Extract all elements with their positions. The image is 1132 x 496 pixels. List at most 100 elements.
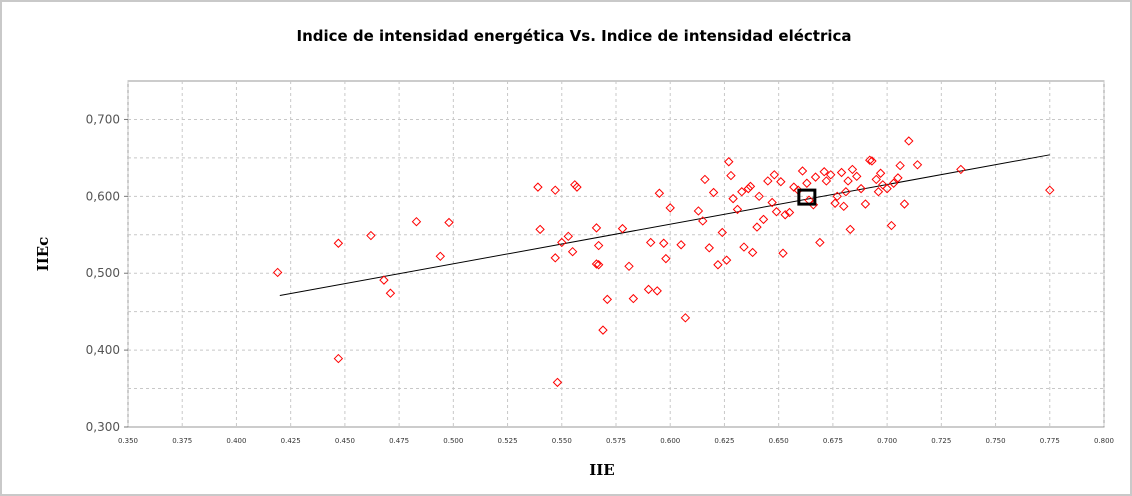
data-point <box>871 174 881 185</box>
data-point <box>379 275 389 285</box>
data-point <box>841 187 851 197</box>
x-axis-ticks: 0.350 0.375 0.400 0.425 0.450 0.475 0.500 0.525… <box>118 437 1114 445</box>
data-point <box>550 185 560 195</box>
data-point <box>752 222 762 232</box>
data-point <box>654 188 665 198</box>
data-point <box>754 191 764 202</box>
data-point <box>821 176 832 186</box>
data-point <box>572 182 582 192</box>
data-point <box>593 240 604 251</box>
data-point <box>802 178 812 188</box>
data-point <box>745 181 756 192</box>
data-point <box>659 238 669 248</box>
x-tick-label: 0.375 <box>172 437 192 445</box>
x-tick-label: 0.550 <box>552 437 572 445</box>
data-point <box>893 173 903 183</box>
data-point <box>819 167 829 177</box>
chart-title: Indice de intensidad energética Vs. Indi… <box>296 27 851 45</box>
x-tick-label: 0.475 <box>389 437 409 445</box>
x-tick-label: 0.700 <box>877 437 897 445</box>
data-point <box>873 187 884 197</box>
data-point <box>856 183 866 194</box>
data-point <box>912 160 923 170</box>
data-point <box>385 288 396 298</box>
data-point <box>763 176 773 186</box>
data-point <box>767 197 777 208</box>
x-tick-label: 0.575 <box>606 437 626 445</box>
data-point <box>552 377 563 388</box>
data-point <box>444 217 454 228</box>
x-tick-label: 0.425 <box>281 437 301 445</box>
y-tick-label: 0,300 <box>86 420 120 434</box>
data-point <box>886 220 897 231</box>
data-point <box>843 176 853 186</box>
data-point <box>550 253 560 263</box>
data-point <box>895 160 905 171</box>
data-point <box>333 353 344 364</box>
trendline-group <box>279 154 1050 297</box>
data-point <box>832 191 842 202</box>
data-point <box>602 294 613 305</box>
x-tick-label: 0.525 <box>498 437 518 445</box>
data-point <box>617 223 628 234</box>
data-point <box>865 155 875 165</box>
data-point <box>591 259 602 269</box>
data-point <box>769 170 780 180</box>
x-tick-label: 0.625 <box>714 437 734 445</box>
data-point <box>845 224 855 235</box>
data-point <box>661 253 671 264</box>
highlight-group <box>797 188 817 206</box>
data-point <box>700 174 710 185</box>
data-point <box>721 255 732 265</box>
data-point <box>888 178 899 188</box>
data-point <box>645 237 656 248</box>
data-point <box>847 164 858 175</box>
data-point <box>852 171 862 182</box>
data-point <box>867 156 877 166</box>
data-point <box>778 248 788 258</box>
data-point <box>956 164 966 175</box>
x-tick-label: 0.675 <box>823 437 843 445</box>
data-point <box>830 198 840 208</box>
data-point <box>826 170 836 180</box>
data-point <box>839 201 849 212</box>
data-point <box>680 313 691 323</box>
data-point <box>899 199 910 209</box>
data-point <box>728 193 738 204</box>
y-tick-label: 0,500 <box>86 266 120 280</box>
data-point <box>875 168 886 178</box>
data-point <box>904 136 914 146</box>
data-point <box>624 261 634 272</box>
data-point <box>435 251 446 262</box>
x-tick-label: 0.600 <box>660 437 680 445</box>
data-point <box>784 207 795 218</box>
data-point <box>882 183 892 194</box>
data-point <box>704 243 714 253</box>
data-point <box>810 172 821 182</box>
x-tick-label: 0.775 <box>1040 437 1060 445</box>
data-point <box>628 293 639 304</box>
data-point <box>780 210 790 220</box>
data-point <box>698 216 708 226</box>
data-point <box>739 242 749 252</box>
data-point <box>591 223 602 233</box>
data-point <box>776 177 786 187</box>
data-point <box>815 237 825 248</box>
data-point <box>557 237 567 248</box>
data-point <box>771 207 782 217</box>
data-point <box>563 231 573 242</box>
x-tick-label: 0.650 <box>769 437 789 445</box>
data-point <box>665 203 675 213</box>
x-tick-label: 0.725 <box>931 437 951 445</box>
x-tick-label: 0.400 <box>226 437 246 445</box>
data-point <box>797 166 808 176</box>
data-point <box>676 240 686 250</box>
data-point <box>593 260 604 270</box>
y-axis-ticks: 0,300 0,400 0,500 0,600 0,700 <box>86 112 128 434</box>
data-point <box>717 227 727 238</box>
data-point <box>1045 185 1055 195</box>
data-point <box>533 182 543 192</box>
data-point <box>708 187 719 198</box>
